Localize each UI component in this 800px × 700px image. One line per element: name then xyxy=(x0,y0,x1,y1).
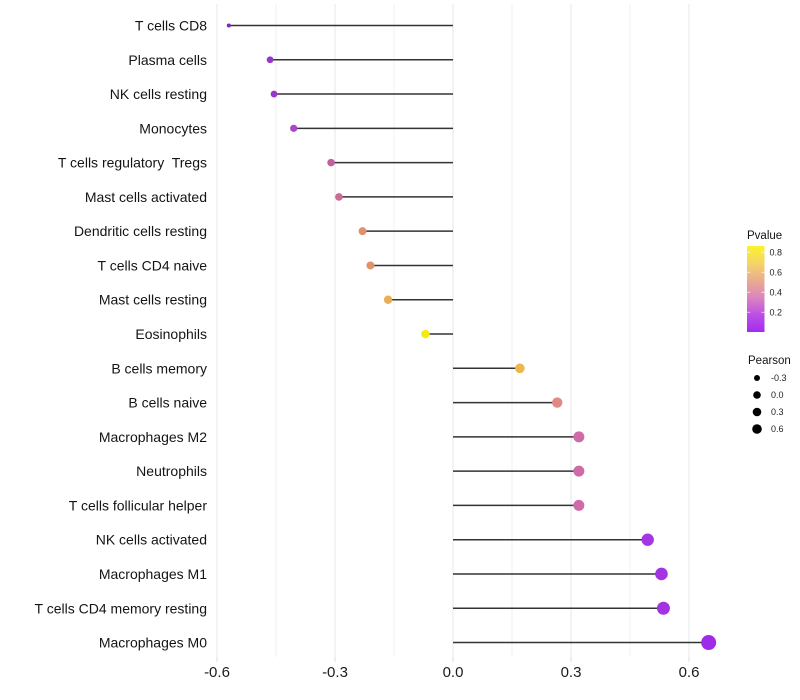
pearson-legend-items: -0.3 0.0 0.3 0.6 xyxy=(752,373,787,434)
x-axis-tick-label: 0.0 xyxy=(443,664,464,681)
lollipop-dot xyxy=(226,23,231,28)
pvalue-legend: Pvalue 0.8 0.6 0.4 0.2 xyxy=(747,230,782,332)
pvalue-tick-label: 0.8 xyxy=(770,247,783,257)
lollipop-dot xyxy=(366,261,375,270)
lollipop-dot xyxy=(641,533,654,546)
lollipop-dot xyxy=(552,397,563,408)
y-axis-label: Neutrophils xyxy=(136,463,207,479)
pearson-legend-dot xyxy=(752,407,762,417)
y-axis-label: Macrophages M2 xyxy=(99,429,207,445)
x-axis-tick-label: -0.3 xyxy=(322,664,348,681)
pvalue-tick-label: 0.2 xyxy=(770,307,783,317)
y-axis-label: Dendritic cells resting xyxy=(74,223,207,239)
y-axis-label: T cells CD8 xyxy=(135,18,207,34)
lollipop-dot xyxy=(573,499,585,511)
y-axis-label: B cells naive xyxy=(128,395,207,411)
y-axis-label: Mast cells resting xyxy=(99,292,207,308)
pearson-legend-label: 0.0 xyxy=(771,390,784,400)
lollipop-dot xyxy=(573,431,585,443)
pearson-legend-dot xyxy=(754,375,760,381)
pearson-legend-title: Pearson xyxy=(748,355,791,367)
pearson-legend-label: -0.3 xyxy=(771,373,787,383)
pearson-legend-dot xyxy=(752,424,762,434)
lollipop-dot xyxy=(266,56,274,64)
y-axis-label: T cells follicular helper xyxy=(69,497,208,513)
x-axis: -0.6 -0.3 0.0 0.3 0.6 xyxy=(204,657,699,681)
y-axis-label: NK cells activated xyxy=(96,532,207,548)
y-axis-label: NK cells resting xyxy=(110,86,207,102)
pvalue-tick-label: 0.6 xyxy=(770,267,783,277)
pvalue-colorbar xyxy=(747,246,765,332)
lollipop-dot xyxy=(358,227,367,236)
lollipop-dot xyxy=(270,90,278,98)
y-axis-label: T cells CD4 naive xyxy=(98,257,208,273)
lollipop-dot xyxy=(701,635,717,651)
x-axis-tick-label: 0.3 xyxy=(561,664,582,681)
y-axis-label: Macrophages M0 xyxy=(99,635,207,651)
lollipop-dot xyxy=(421,329,430,339)
pearson-legend: Pearson -0.3 0.0 0.3 0.6 xyxy=(748,355,791,434)
pvalue-legend-title: Pvalue xyxy=(747,230,782,242)
pearson-legend-label: 0.6 xyxy=(771,424,784,434)
lollipop-dot xyxy=(383,295,393,304)
pvalue-colorbar-ticks: 0.8 0.6 0.4 0.2 xyxy=(747,247,782,317)
pearson-legend-dot xyxy=(753,391,761,399)
y-axis-label: Macrophages M1 xyxy=(99,566,207,582)
y-axis-label: Mast cells activated xyxy=(85,189,207,205)
y-axis-label: T cells regulatory Tregs xyxy=(58,155,207,171)
pvalue-tick-label: 0.4 xyxy=(770,287,783,297)
lollipop-dot xyxy=(335,193,343,201)
x-axis-tick-label: 0.6 xyxy=(679,664,700,681)
y-axis-label: Eosinophils xyxy=(135,326,207,342)
y-axis-label: T cells CD4 memory resting xyxy=(35,600,207,616)
y-axis-label: Monocytes xyxy=(139,120,207,136)
lollipop-dot xyxy=(327,158,335,167)
x-axis-tick-label: -0.6 xyxy=(204,664,230,681)
lollipop-rows: T cells CD8 Plasma cells NK cells resting M… xyxy=(35,18,717,651)
lollipop-dot xyxy=(515,363,525,374)
y-axis-label: B cells memory xyxy=(111,360,207,376)
lollipop-dot xyxy=(656,601,670,615)
pearson-legend-label: 0.3 xyxy=(771,407,784,417)
lollipop-dot xyxy=(655,567,668,581)
lollipop-dot xyxy=(573,465,585,477)
lollipop-dot xyxy=(290,124,298,132)
gridlines xyxy=(216,4,690,657)
y-axis-label: Plasma cells xyxy=(128,52,207,68)
